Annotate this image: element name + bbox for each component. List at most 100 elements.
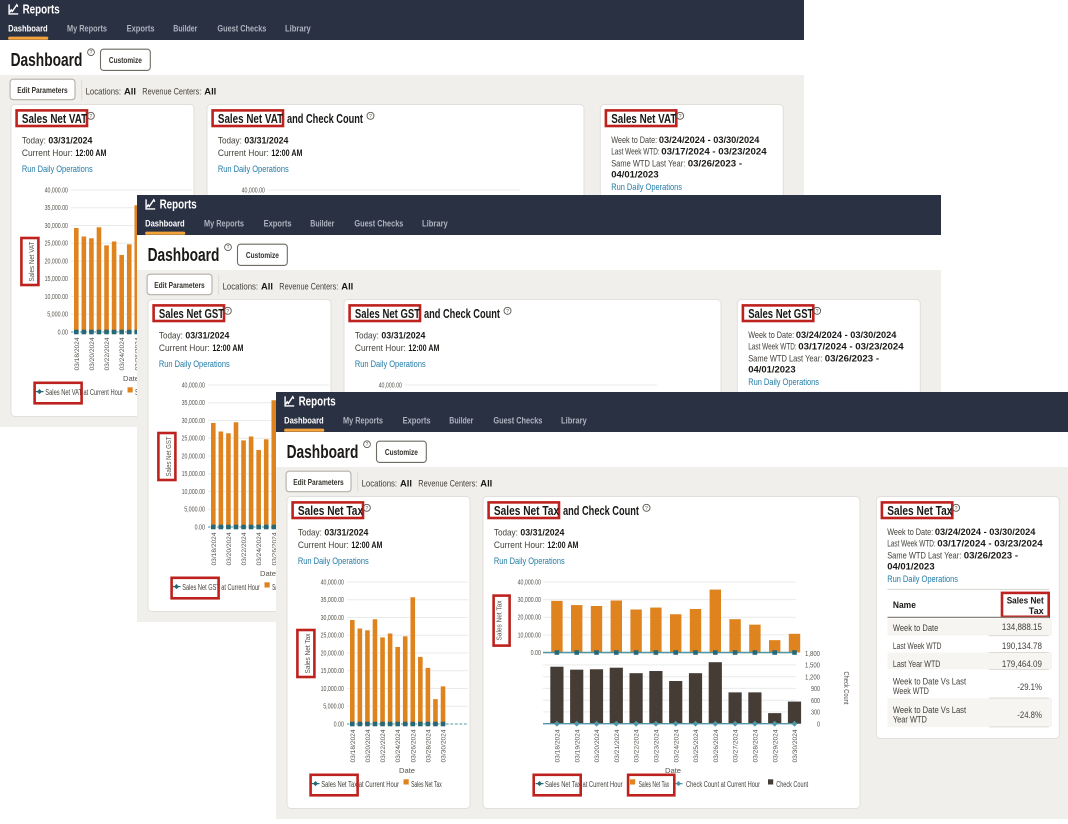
svg-text:Run Daily Operations: Run Daily Operations	[159, 359, 230, 370]
svg-text:0.00: 0.00	[58, 329, 68, 336]
svg-text:Exports: Exports	[264, 219, 292, 229]
svg-text:40,000.00: 40,000.00	[321, 579, 344, 586]
svg-text:04/01/2023: 04/01/2023	[611, 169, 658, 180]
svg-text:Builder: Builder	[310, 219, 334, 229]
svg-text:Sales Net Tax: Sales Net Tax	[411, 780, 442, 789]
svg-text:Sales Net GST: Sales Net GST	[748, 306, 813, 321]
svg-text:Same WTD Last Year:: Same WTD Last Year:	[748, 354, 822, 365]
svg-text:30,000.00: 30,000.00	[45, 223, 68, 230]
svg-text:Sales Net Tax: Sales Net Tax	[298, 503, 364, 518]
svg-text:-24.8%: -24.8%	[1017, 710, 1042, 720]
svg-text:25,000.00: 25,000.00	[45, 241, 68, 248]
svg-text:03/22/2024: 03/22/2024	[380, 729, 387, 762]
svg-text:Run Daily Operations: Run Daily Operations	[887, 574, 958, 585]
svg-text:03/22/2024: 03/22/2024	[104, 337, 111, 370]
svg-text:03/24/2024: 03/24/2024	[256, 532, 263, 565]
svg-text:03/31/2024: 03/31/2024	[185, 330, 230, 341]
svg-text:Sales Net Tax: Sales Net Tax	[639, 780, 670, 789]
svg-text:Revenue Centers:: Revenue Centers:	[279, 282, 338, 293]
svg-text:Last Week WTD: Last Week WTD	[893, 641, 942, 651]
svg-text:03/23/2024: 03/23/2024	[654, 729, 661, 762]
svg-text:30,000.00: 30,000.00	[518, 597, 541, 604]
svg-text:Year WTD: Year WTD	[893, 715, 927, 725]
svg-text:04/01/2023: 04/01/2023	[748, 364, 795, 375]
svg-text:Check Count: Check Count	[842, 672, 849, 705]
svg-text:03/19/2024: 03/19/2024	[574, 729, 581, 762]
svg-text:Dashboard: Dashboard	[148, 244, 220, 265]
svg-text:Run Daily Operations: Run Daily Operations	[748, 377, 819, 388]
svg-text:Week to Date Vs Last: Week to Date Vs Last	[893, 676, 967, 686]
svg-text:Sales Net VAT: Sales Net VAT	[29, 241, 36, 282]
svg-text:12:00 AM: 12:00 AM	[212, 343, 243, 354]
svg-text:03/26/2023 -: 03/26/2023 -	[688, 159, 742, 170]
svg-text:All: All	[341, 282, 353, 293]
svg-text:Same WTD Last Year:: Same WTD Last Year:	[611, 159, 685, 170]
svg-text:Run Daily Operations: Run Daily Operations	[611, 182, 682, 193]
svg-text:?: ?	[369, 114, 372, 120]
svg-text:Sales Net VAT at Current Hour: Sales Net VAT at Current Hour	[45, 388, 123, 397]
svg-text:03/28/2024: 03/28/2024	[753, 729, 760, 762]
svg-text:Customize: Customize	[109, 55, 142, 65]
svg-text:Revenue Centers:: Revenue Centers:	[142, 87, 201, 98]
svg-text:35,000.00: 35,000.00	[45, 205, 68, 212]
svg-text:Locations:: Locations:	[362, 479, 398, 490]
svg-text:12:00 AM: 12:00 AM	[408, 343, 439, 354]
svg-text:Dashboard: Dashboard	[11, 49, 83, 70]
svg-text:Run Daily Operations: Run Daily Operations	[218, 164, 289, 175]
svg-text:190,134.78: 190,134.78	[1002, 641, 1042, 651]
svg-text:12:00 AM: 12:00 AM	[75, 148, 106, 159]
svg-text:Today:: Today:	[22, 135, 46, 146]
svg-text:30,000.00: 30,000.00	[321, 615, 344, 622]
svg-text:Date: Date	[123, 374, 139, 383]
svg-text:Locations:: Locations:	[223, 282, 259, 293]
svg-text:03/26/2024: 03/26/2024	[410, 729, 417, 762]
svg-text:?: ?	[506, 309, 509, 315]
svg-text:All: All	[400, 479, 412, 490]
svg-text:Library: Library	[422, 219, 448, 229]
svg-text:Week to Date Vs Last: Week to Date Vs Last	[893, 705, 967, 715]
svg-text:All: All	[261, 282, 273, 293]
svg-text:Sales Net GST: Sales Net GST	[166, 436, 173, 477]
svg-text:Run Daily Operations: Run Daily Operations	[355, 359, 426, 370]
svg-text:Current Hour:: Current Hour:	[22, 148, 73, 159]
svg-text:Current Hour:: Current Hour:	[298, 540, 349, 551]
svg-text:03/26/2024: 03/26/2024	[713, 729, 720, 762]
svg-text:0: 0	[817, 719, 820, 728]
svg-text:?: ?	[89, 114, 92, 120]
svg-text:and Check Count: and Check Count	[287, 111, 363, 126]
svg-text:03/20/2024: 03/20/2024	[89, 337, 96, 370]
svg-text:Current Hour:: Current Hour:	[218, 148, 269, 159]
svg-text:Week to Date: Week to Date	[893, 623, 938, 633]
svg-text:Guest Checks: Guest Checks	[493, 416, 542, 426]
svg-text:Edit Parameters: Edit Parameters	[154, 280, 205, 290]
svg-text:10,000.00: 10,000.00	[182, 489, 205, 496]
svg-text:03/26/2024: 03/26/2024	[271, 532, 278, 565]
svg-text:Reports: Reports	[23, 3, 60, 17]
svg-text:03/25/2024: 03/25/2024	[693, 729, 700, 762]
svg-text:40,000.00: 40,000.00	[182, 382, 205, 389]
svg-text:04/01/2023: 04/01/2023	[887, 561, 934, 572]
svg-text:03/24/2024: 03/24/2024	[119, 337, 126, 370]
svg-text:03/17/2024 - 03/23/2024: 03/17/2024 - 03/23/2024	[661, 147, 767, 158]
svg-text:03/18/2024: 03/18/2024	[74, 337, 81, 370]
svg-text:15,000.00: 15,000.00	[45, 276, 68, 283]
svg-text:Check Count at Current Hour: Check Count at Current Hour	[686, 780, 760, 789]
svg-text:03/26/2023 -: 03/26/2023 -	[964, 551, 1018, 562]
svg-text:03/28/2024: 03/28/2024	[425, 729, 432, 762]
svg-text:1,500: 1,500	[805, 661, 820, 670]
svg-text:12:00 AM: 12:00 AM	[351, 540, 382, 551]
svg-text:03/29/2024: 03/29/2024	[772, 729, 779, 762]
svg-text:All: All	[204, 87, 216, 98]
svg-text:?: ?	[365, 506, 368, 512]
svg-text:Sales Net GST: Sales Net GST	[159, 306, 224, 321]
svg-text:03/17/2024 - 03/23/2024: 03/17/2024 - 03/23/2024	[937, 539, 1043, 550]
svg-text:Current Hour:: Current Hour:	[355, 343, 406, 354]
svg-text:Locations:: Locations:	[86, 87, 122, 98]
svg-text:Exports: Exports	[403, 416, 431, 426]
svg-text:0.00: 0.00	[531, 650, 541, 657]
svg-text:40,000.00: 40,000.00	[242, 187, 265, 194]
svg-text:10,000.00: 10,000.00	[45, 294, 68, 301]
svg-text:10,000.00: 10,000.00	[321, 686, 344, 693]
svg-text:25,000.00: 25,000.00	[182, 436, 205, 443]
svg-text:My Reports: My Reports	[343, 416, 383, 426]
